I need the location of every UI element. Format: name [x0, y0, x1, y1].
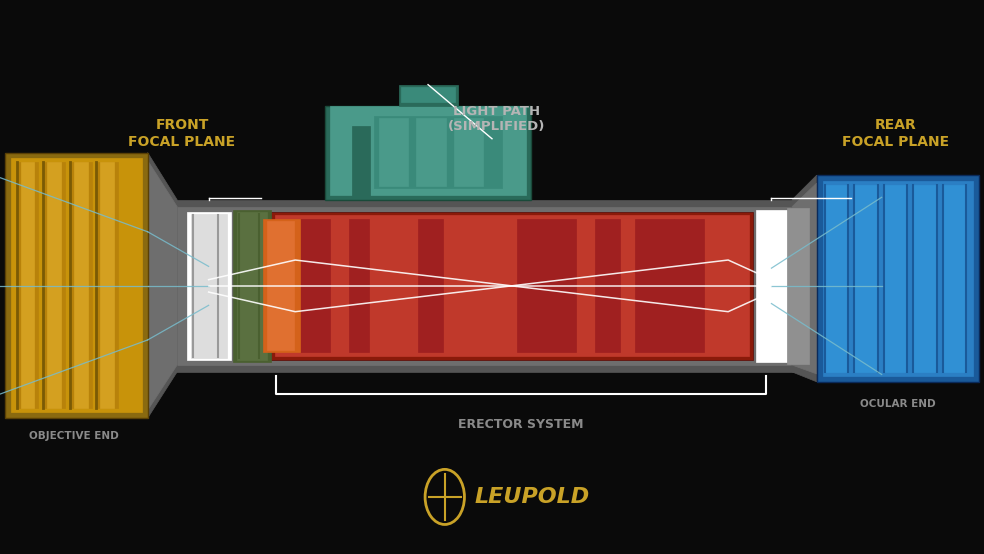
Bar — [43, 162, 65, 408]
Bar — [825, 185, 848, 372]
Bar — [418, 219, 443, 352]
Text: OBJECTIVE END: OBJECTIVE END — [29, 431, 119, 441]
Bar — [823, 181, 973, 376]
Bar — [5, 152, 148, 418]
Bar — [454, 118, 483, 186]
Bar — [300, 219, 330, 352]
Bar — [325, 106, 531, 200]
Bar — [374, 116, 502, 188]
Bar — [11, 158, 142, 412]
Text: ERECTOR SYSTEM: ERECTOR SYSTEM — [458, 418, 584, 430]
Bar — [127, 207, 837, 365]
Bar — [96, 162, 118, 408]
Text: OCULAR END: OCULAR END — [860, 399, 935, 409]
Polygon shape — [792, 183, 817, 374]
Bar — [349, 219, 369, 352]
Bar — [517, 219, 576, 352]
Bar — [191, 213, 227, 358]
Bar — [352, 126, 370, 196]
Text: LEUPOLD: LEUPOLD — [474, 487, 589, 507]
Bar — [787, 208, 809, 364]
Bar — [263, 219, 300, 352]
Text: FRONT
FOCAL PLANE: FRONT FOCAL PLANE — [129, 118, 235, 148]
Bar — [237, 212, 267, 360]
Bar — [399, 85, 458, 106]
Bar — [271, 212, 753, 360]
Bar — [756, 209, 787, 362]
Bar — [943, 185, 966, 372]
Bar — [674, 219, 704, 352]
Bar — [47, 162, 61, 408]
Bar — [913, 185, 937, 372]
Polygon shape — [148, 152, 177, 418]
Bar — [267, 222, 294, 350]
Bar — [187, 212, 231, 360]
Bar — [70, 162, 92, 408]
Bar — [100, 162, 114, 408]
Bar — [233, 209, 271, 362]
Polygon shape — [792, 175, 817, 382]
Bar — [275, 216, 749, 356]
Bar — [884, 185, 907, 372]
Text: LIGHT PATH
(SIMPLIFIED): LIGHT PATH (SIMPLIFIED) — [449, 105, 545, 133]
Bar — [17, 162, 38, 408]
Bar — [401, 86, 455, 102]
Polygon shape — [148, 161, 177, 411]
Bar — [595, 219, 620, 352]
Bar — [21, 162, 34, 408]
Bar — [74, 162, 88, 408]
Bar — [123, 200, 841, 372]
Text: REAR
FOCAL PLANE: REAR FOCAL PLANE — [842, 118, 949, 148]
Bar — [330, 106, 526, 195]
Bar — [854, 185, 878, 372]
Bar — [379, 118, 408, 186]
Bar — [635, 219, 674, 352]
Bar — [817, 175, 979, 382]
Bar — [416, 118, 446, 186]
